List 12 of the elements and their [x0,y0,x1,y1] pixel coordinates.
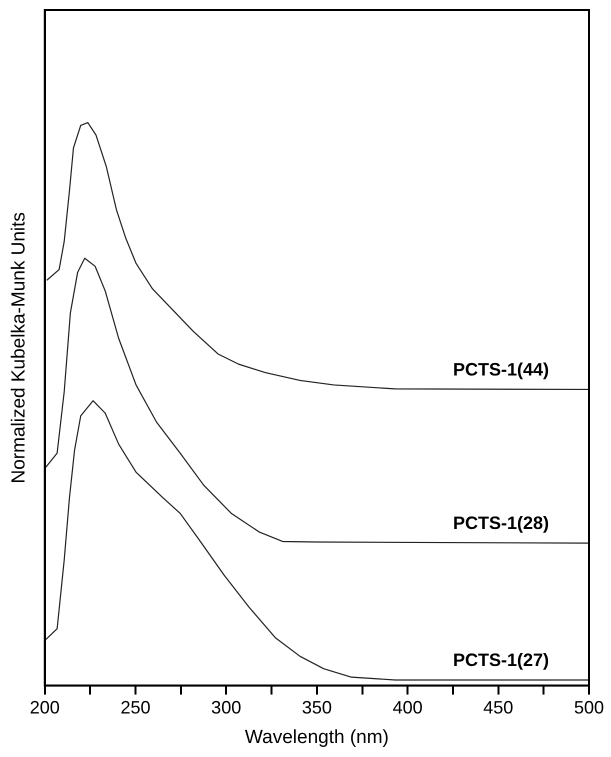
x-tick-label: 400 [392,697,423,718]
series-label: PCTS-1(28) [452,513,549,534]
x-tick-label: 250 [120,697,151,718]
x-tick-label: 450 [483,697,514,718]
series-label: PCTS-1(44) [452,359,549,380]
series-label: PCTS-1(27) [452,650,549,670]
x-tick-label: 200 [30,697,60,718]
x-axis-title: Wavelength (nm) [244,726,389,748]
x-tick-label: 350 [302,697,332,718]
x-tick-label: 500 [574,697,604,718]
y-axis-title: Normalized Kubelka-Munk Units [8,212,30,484]
x-tick-label: 300 [211,697,242,718]
